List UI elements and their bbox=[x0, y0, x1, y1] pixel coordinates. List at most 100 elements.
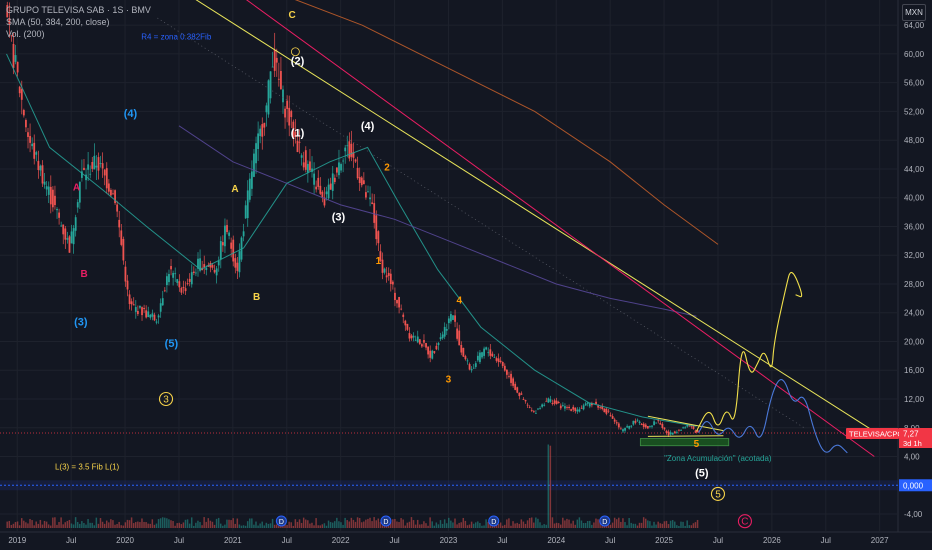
candle-body bbox=[205, 267, 208, 270]
wave-label: (4) bbox=[361, 120, 375, 132]
candle-body bbox=[582, 405, 585, 410]
volume-bar bbox=[636, 525, 639, 528]
volume-bar bbox=[170, 520, 172, 528]
sma-384-line bbox=[294, 0, 719, 245]
dividend-marker bbox=[275, 515, 287, 527]
volume-bar bbox=[60, 517, 62, 528]
volume-bar bbox=[25, 522, 27, 528]
candle-body bbox=[298, 141, 301, 143]
candle-body bbox=[420, 344, 423, 347]
candle-body bbox=[450, 314, 452, 322]
volume-bar bbox=[528, 518, 531, 528]
volume-bar bbox=[176, 523, 178, 528]
candle-body bbox=[139, 305, 141, 308]
candle-body bbox=[470, 369, 473, 371]
candle-body bbox=[555, 400, 558, 405]
volume-bar bbox=[599, 521, 601, 528]
volume-bar bbox=[597, 519, 599, 528]
volume-bar bbox=[570, 523, 572, 528]
candle-body bbox=[491, 353, 494, 357]
volume-bar bbox=[99, 518, 102, 528]
volume-bar bbox=[161, 517, 164, 528]
volume-bar bbox=[307, 520, 309, 528]
volume-bar bbox=[589, 520, 591, 528]
volume-bar bbox=[365, 519, 367, 528]
volume-bar bbox=[410, 517, 413, 528]
volume-bar bbox=[203, 517, 205, 528]
volume-bar bbox=[74, 517, 77, 528]
candle-body bbox=[350, 143, 353, 157]
volume-bar bbox=[462, 517, 465, 528]
volume-bar bbox=[553, 523, 556, 528]
volume-bar bbox=[68, 519, 71, 528]
volume-bar bbox=[292, 525, 295, 528]
candle-body bbox=[49, 186, 52, 205]
candle-body bbox=[78, 181, 81, 203]
candle-body bbox=[126, 280, 129, 290]
volume-bar bbox=[317, 525, 319, 528]
candle-body bbox=[634, 420, 637, 423]
candle-body bbox=[290, 111, 293, 118]
volume-bar bbox=[224, 524, 226, 528]
volume-bar bbox=[682, 521, 684, 528]
candle-body bbox=[586, 402, 589, 404]
volume-bar bbox=[429, 517, 431, 528]
volume-bar bbox=[288, 521, 290, 528]
volume-bar bbox=[265, 522, 268, 528]
volume-indicator-label[interactable]: Vol. (200) bbox=[6, 29, 45, 39]
candle-body bbox=[649, 425, 651, 427]
candle-body bbox=[72, 228, 75, 245]
volume-bar bbox=[381, 525, 384, 528]
volume-bar bbox=[609, 524, 612, 528]
volume-bar bbox=[14, 522, 17, 528]
volume-bar bbox=[686, 520, 688, 528]
wave-label: (4) bbox=[124, 108, 138, 120]
y-tick-label: 4,00 bbox=[904, 453, 920, 462]
sma-indicator-label[interactable]: SMA (50, 384, 200, close) bbox=[6, 17, 110, 27]
volume-bar bbox=[445, 523, 448, 528]
chart-title[interactable]: GRUPO TELEVISA SAB · 1S · BMV bbox=[6, 5, 151, 15]
candle-body bbox=[348, 141, 351, 159]
volume-bar bbox=[470, 521, 473, 528]
candle-body bbox=[257, 133, 260, 150]
candle-body bbox=[410, 335, 413, 339]
volume-bar bbox=[298, 519, 301, 528]
candle-body bbox=[43, 181, 46, 185]
volume-bar bbox=[369, 517, 371, 528]
candle-body bbox=[545, 400, 548, 402]
candle-body bbox=[537, 408, 539, 410]
candle-body bbox=[317, 177, 320, 187]
candle-body bbox=[617, 423, 620, 428]
volume-bar bbox=[576, 519, 579, 528]
volume-bar bbox=[201, 525, 203, 528]
volume-bar bbox=[236, 518, 239, 528]
y-tick-label: 28,00 bbox=[904, 280, 925, 289]
currency-button[interactable]: MXN bbox=[902, 4, 926, 21]
candle-body bbox=[669, 432, 672, 435]
candle-body bbox=[678, 429, 680, 431]
candle-body bbox=[263, 122, 266, 128]
candle-body bbox=[195, 272, 197, 274]
wave-annotations: R4 = zona 0.382Fib L(3) = 3.5 Fib L(1) "Zo… bbox=[55, 10, 772, 529]
candle-body bbox=[458, 330, 461, 346]
candle-body bbox=[265, 105, 268, 113]
volume-bar bbox=[483, 525, 485, 528]
volume-bar bbox=[267, 523, 270, 528]
volume-bar bbox=[674, 521, 676, 528]
volume-bar bbox=[454, 518, 456, 528]
volume-bar bbox=[178, 522, 181, 528]
candle-body bbox=[599, 406, 602, 408]
candle-body bbox=[665, 430, 668, 433]
volume-bar bbox=[263, 525, 266, 528]
volume-bar bbox=[464, 520, 467, 528]
candle-body bbox=[441, 334, 444, 339]
candle-body bbox=[253, 153, 255, 177]
candle-body bbox=[479, 352, 481, 363]
volume-bar bbox=[352, 519, 355, 528]
candle-body bbox=[255, 143, 257, 164]
volume-bar bbox=[108, 522, 110, 528]
volume-bar bbox=[414, 524, 417, 528]
volume-bar bbox=[271, 518, 274, 528]
volume-bar bbox=[501, 525, 504, 528]
